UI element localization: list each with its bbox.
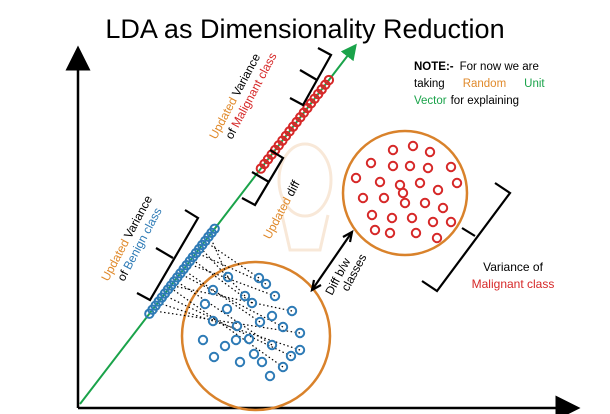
malignant-point: [432, 184, 444, 196]
projection-dotted-line: [211, 240, 229, 278]
projection-dotted-lines: [157, 240, 301, 368]
note-line-3: Vector for explaining: [414, 95, 519, 107]
benign-point: [199, 298, 211, 310]
benign-point: [221, 303, 233, 315]
malignant-point: [427, 216, 439, 228]
malignant-class-variance-brace: [421, 182, 512, 293]
malignant-point: [437, 202, 449, 214]
malignant-point: [424, 146, 436, 158]
malignant-point: [399, 197, 411, 209]
malignant-point: [451, 177, 463, 189]
malignant-point: [404, 160, 416, 172]
benign-point: [294, 344, 306, 356]
projection-dotted-line: [162, 303, 301, 351]
malignant-point: [369, 224, 381, 236]
benign-point: [246, 297, 258, 309]
benign-projection-group: [144, 223, 220, 319]
malignant-point: [374, 176, 386, 188]
malignant-point: [387, 160, 399, 172]
projection-dotted-line: [157, 310, 301, 334]
benign-variance-brace-tick: [155, 247, 174, 259]
benign-point: [230, 334, 242, 346]
malignant-point: [378, 192, 390, 204]
projection-dotted-line: [192, 264, 276, 297]
malignant-point: [386, 212, 398, 224]
benign-point: [239, 290, 251, 302]
benign-point: [254, 316, 266, 328]
benign-variance-brace: [136, 209, 200, 302]
benign-point: [234, 356, 246, 368]
benign-point: [231, 320, 243, 332]
benign-point: [207, 315, 219, 327]
benign-class-circle: [180, 260, 332, 412]
projection-dotted-line: [168, 296, 292, 357]
benign-point: [208, 351, 220, 363]
malignant-point: [422, 162, 434, 174]
malignant-points-group: [350, 140, 463, 244]
malignant-point: [366, 209, 378, 221]
malignant-point: [387, 144, 399, 156]
watermark-logo: [277, 142, 333, 252]
malignant-point: [410, 227, 422, 239]
note-line-2: taking Random Unit: [414, 78, 545, 90]
benign-point: [277, 361, 289, 373]
projection-dotted-line: [200, 254, 267, 285]
label-variance-of: Variance of: [483, 260, 543, 274]
malignant-point: [357, 192, 369, 204]
benign-points-group: [197, 271, 306, 382]
benign-point: [285, 350, 297, 362]
malignant-point: [419, 197, 431, 209]
benign-projected-point: [209, 223, 220, 234]
benign-point: [253, 272, 265, 284]
malignant-point: [445, 161, 457, 173]
diff-arrow-head-bottom: [310, 279, 322, 293]
projection-dotted-line: [178, 282, 273, 346]
projection-dotted-line: [176, 286, 293, 312]
diff-between-classes-arrow: [311, 231, 353, 291]
benign-point: [286, 305, 298, 317]
malignant-point: [350, 172, 362, 184]
malignant-projected-point: [323, 74, 335, 86]
malignant-variance-brace-tick: [299, 69, 318, 81]
note-line-1: NOTE:- For now we are: [414, 61, 539, 73]
malignant-point: [414, 177, 426, 189]
projection-line: [79, 43, 357, 405]
malignant-point: [445, 216, 457, 228]
malignant-point: [407, 140, 419, 152]
benign-point: [260, 278, 272, 290]
malignant-point: [365, 157, 377, 169]
benign-point: [248, 348, 260, 360]
malignant-point: [431, 232, 443, 244]
benign-point: [256, 356, 268, 368]
benign-point: [266, 310, 278, 322]
malignant-class-variance-brace-tick: [461, 227, 476, 237]
benign-point: [222, 271, 234, 283]
benign-point: [277, 321, 289, 333]
diagram-title: LDA as Dimensionality Reduction: [105, 14, 504, 44]
benign-point: [264, 370, 276, 382]
malignant-projection-group: [255, 74, 335, 174]
malignant-point: [406, 212, 418, 224]
benign-point: [269, 290, 281, 302]
benign-point: [243, 333, 255, 345]
projection-dotted-line: [187, 271, 261, 323]
label-malignant-class: Malignant class: [472, 277, 555, 291]
malignant-point: [384, 227, 396, 239]
malignant-point: [397, 187, 409, 199]
benign-point: [197, 334, 209, 346]
diff-brace-tick: [251, 171, 270, 183]
benign-point: [266, 339, 278, 351]
diff-arrow-head-top: [342, 229, 354, 243]
projection-dotted-line: [184, 275, 284, 328]
benign-point: [219, 340, 231, 352]
benign-point: [207, 284, 219, 296]
benign-point: [294, 327, 306, 339]
malignant-class-circle: [341, 129, 469, 257]
